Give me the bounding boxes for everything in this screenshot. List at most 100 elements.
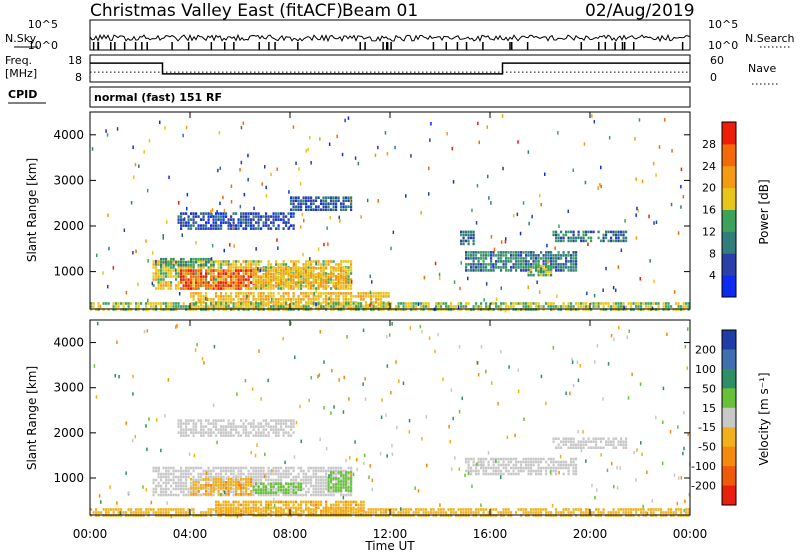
heatmap-cell <box>624 219 626 223</box>
heatmap-cell <box>612 285 615 290</box>
heatmap-cell <box>547 251 550 254</box>
heatmap-cell <box>182 422 185 425</box>
heatmap-cell <box>192 260 195 264</box>
heatmap-cell <box>180 472 183 476</box>
heatmap-cell <box>297 466 300 470</box>
heatmap-cell <box>547 273 550 277</box>
heatmap-cell <box>155 490 158 494</box>
heatmap-cell <box>310 302 313 305</box>
heatmap-cell <box>317 285 320 288</box>
heatmap-cell <box>290 493 293 497</box>
heatmap-cell <box>542 257 545 260</box>
heatmap-cell <box>120 302 123 305</box>
heatmap-cell <box>247 260 250 263</box>
heatmap-cell <box>327 483 330 486</box>
heatmap-cell <box>312 208 315 211</box>
heatmap-cell <box>152 478 155 482</box>
heatmap-cell <box>555 266 558 269</box>
heatmap-cell <box>297 260 300 263</box>
heatmap-cell <box>467 236 470 240</box>
heatmap-cell <box>215 284 218 287</box>
heatmap-cell <box>287 270 290 273</box>
heatmap-cell <box>340 466 343 470</box>
heatmap-cell <box>292 287 295 290</box>
heatmap-cell <box>567 251 570 254</box>
heatmap-cell <box>540 264 543 268</box>
heatmap-cell <box>320 305 323 308</box>
heatmap-cell <box>138 164 140 168</box>
heatmap-cell <box>160 263 163 267</box>
heatmap-cell <box>265 185 267 190</box>
heatmap-cell <box>217 475 220 479</box>
heatmap-cell <box>330 466 333 470</box>
heatmap-cell <box>565 254 568 257</box>
heatmap-cell <box>490 508 493 511</box>
heatmap-cell <box>245 292 248 295</box>
heatmap-cell <box>217 266 220 269</box>
heatmap-cell <box>342 276 345 279</box>
heatmap-cell <box>587 437 590 440</box>
heatmap-cell <box>247 177 249 182</box>
heatmap-cell <box>222 484 225 487</box>
heatmap-cell <box>330 481 333 485</box>
heatmap-cell <box>369 274 371 279</box>
heatmap-cell <box>550 460 553 464</box>
heatmap-cell <box>292 482 295 486</box>
heatmap-cell <box>162 287 165 290</box>
heatmap-cell <box>602 511 605 514</box>
heatmap-cell <box>162 269 165 272</box>
heatmap-cell <box>522 260 525 263</box>
heatmap-cell <box>515 472 518 476</box>
heatmap-cell <box>522 305 525 308</box>
heatmap-cell <box>315 302 317 307</box>
heatmap-cell <box>175 469 178 473</box>
heatmap-cell <box>290 215 293 218</box>
heatmap-cell <box>435 511 438 514</box>
heatmap-cell <box>265 506 268 510</box>
heatmap-cell <box>245 287 248 290</box>
heatmap-cell <box>197 215 200 218</box>
heatmap-cell <box>335 508 338 511</box>
heatmap-cell <box>317 295 320 298</box>
noise-left-tick-top: 10^5 <box>28 18 58 31</box>
heatmap-cell <box>212 493 215 497</box>
heatmap-cell <box>625 239 628 243</box>
heatmap-cell <box>257 466 260 470</box>
heatmap-cell <box>232 506 235 510</box>
heatmap-cell <box>252 298 255 301</box>
heatmap-cell <box>197 269 200 272</box>
heatmap-cell <box>207 257 210 261</box>
heatmap-cell <box>230 200 233 204</box>
heatmap-cell <box>287 285 290 288</box>
heatmap-cell <box>322 478 325 482</box>
heatmap-cell <box>470 472 473 476</box>
heatmap-cell <box>225 431 228 434</box>
heatmap-cell <box>160 257 163 261</box>
heatmap-cell <box>502 508 505 511</box>
heatmap-cell <box>382 302 385 305</box>
heatmap-cell <box>206 297 208 302</box>
heatmap-cell <box>317 503 320 507</box>
heatmap-cell <box>260 491 263 495</box>
heatmap-cell <box>288 225 291 230</box>
heatmap-cell <box>215 503 218 507</box>
heatmap-cell <box>212 260 215 264</box>
heatmap-cell <box>345 509 348 513</box>
heatmap-cell <box>397 511 400 514</box>
heatmap-cell <box>262 276 265 279</box>
heatmap-cell <box>330 511 333 514</box>
heatmap-cell <box>180 469 183 473</box>
heatmap-cell <box>340 506 343 510</box>
heatmap-cell <box>292 282 295 285</box>
heatmap-cell <box>332 273 335 276</box>
heatmap-cell <box>275 472 278 476</box>
heatmap-cell <box>280 284 283 287</box>
heatmap-cell <box>182 260 185 264</box>
heatmap-cell <box>670 202 673 207</box>
heatmap-cell <box>187 215 190 218</box>
heatmap-cell <box>135 249 137 254</box>
heatmap-cell <box>200 227 203 230</box>
heatmap-cell <box>292 469 295 473</box>
heatmap-cell <box>310 282 313 285</box>
heatmap-cell <box>347 266 350 269</box>
